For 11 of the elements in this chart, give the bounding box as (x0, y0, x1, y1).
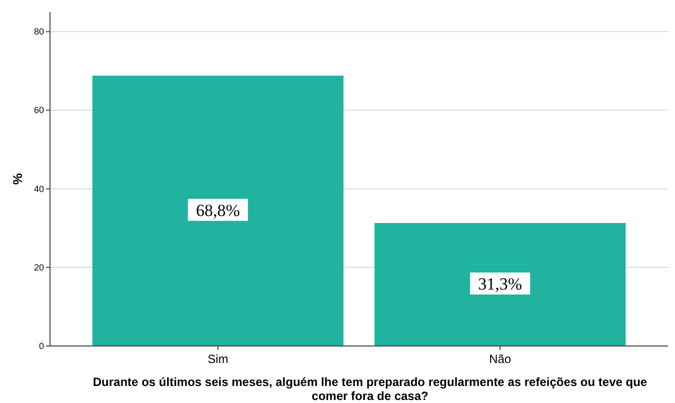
data-label: 31,3% (478, 274, 522, 294)
y-tick-label: 80 (34, 26, 44, 37)
data-label: 68,8% (196, 200, 240, 220)
y-tick-label: 60 (34, 105, 44, 116)
y-axis-title: % (10, 172, 25, 185)
y-tick-label: 40 (34, 184, 44, 194)
y-tick-label: 20 (34, 262, 44, 272)
x-tick-label: Sim (208, 352, 228, 366)
x-axis-title: Durante os últimos seis meses, alguém lhe tem preparado regularmente as refeições ou teve que comer fora de casa? (92, 375, 648, 403)
x-tick-label: Não (489, 352, 512, 366)
y-tick-label: 0 (38, 341, 44, 351)
